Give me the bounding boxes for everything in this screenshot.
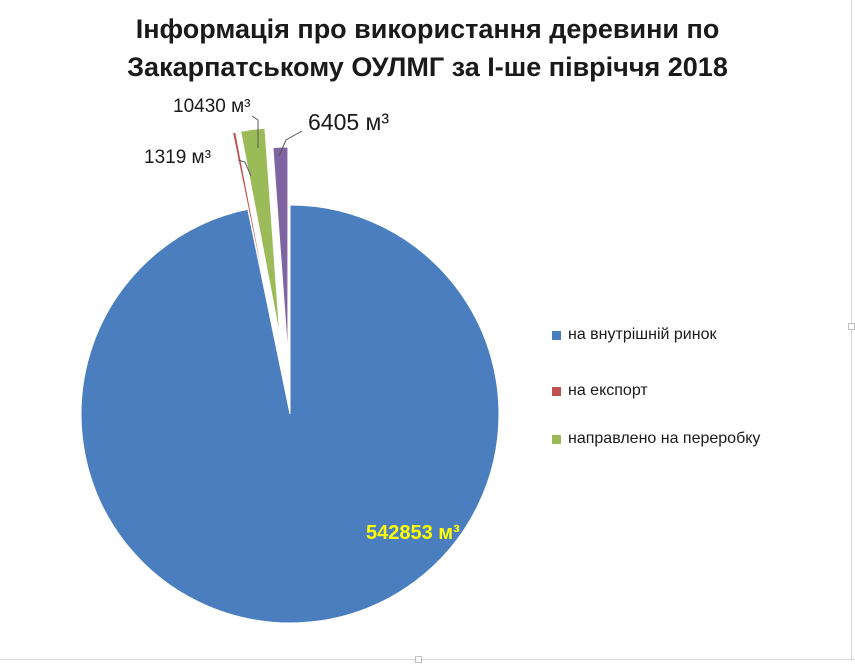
chart-frame-bottom	[0, 659, 855, 660]
leader-line-2	[251, 115, 259, 148]
legend-swatch-domestic-market	[552, 331, 561, 340]
legend-label-domestic-market: на внутрішній ринок	[568, 326, 717, 343]
legend-label-export: на експорт	[568, 382, 648, 399]
data-label-fourth: 6405 м³	[308, 109, 389, 135]
pie-slice-fourth	[272, 146, 289, 357]
chart-title-line-1: Інформація про використання деревини по	[135, 14, 720, 44]
chart-title-line-2: Закарпатському ОУЛМГ за І-ше півріччя 20…	[127, 52, 728, 82]
data-label-domestic-market: 542853 м³	[366, 522, 460, 544]
leader-line-3	[278, 130, 303, 157]
data-label-processing: 10430 м³	[173, 96, 251, 117]
legend-swatch-export	[552, 387, 561, 396]
leader-line-1	[237, 159, 252, 177]
chart-frame-right	[851, 0, 852, 660]
legend-swatch-processing	[552, 435, 561, 444]
data-label-export: 1319 м³	[144, 147, 211, 168]
resize-handle-bottom[interactable]	[415, 656, 422, 663]
resize-handle-right[interactable]	[848, 323, 855, 330]
pie-slice-export	[232, 131, 276, 338]
chart-title: Інформація про використання деревини по …	[0, 10, 855, 86]
pie-slice-processing	[240, 127, 281, 337]
pie-slice-domestic-market	[80, 204, 500, 624]
legend-label-processing: направлено на переробку	[568, 430, 761, 447]
